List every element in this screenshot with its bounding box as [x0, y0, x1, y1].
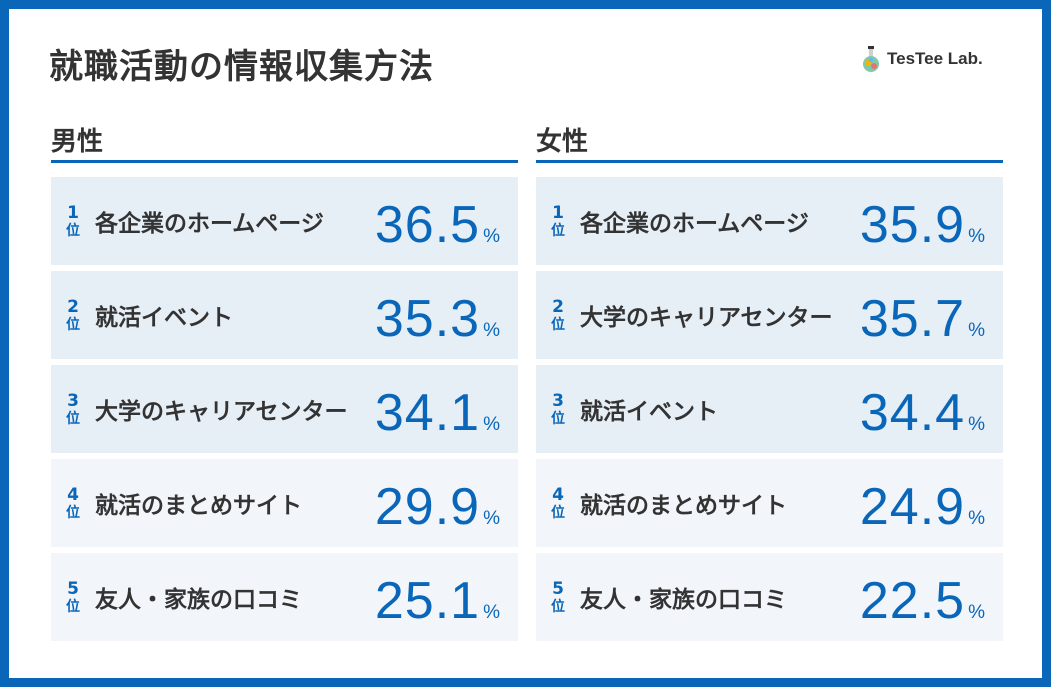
rank-badge: 3 位 [51, 390, 95, 427]
value-unit: % [968, 508, 985, 529]
value-unit: % [968, 320, 985, 341]
rank-badge: 5 位 [536, 578, 580, 615]
item-value: 25.1 % [375, 575, 500, 627]
rank-number: 3 [552, 390, 564, 411]
item-value: 36.5 % [375, 199, 500, 251]
value-number: 36.5 [374, 196, 481, 254]
rank-unit: 位 [66, 410, 80, 427]
item-label: 各企業のホームページ [95, 211, 324, 237]
value-number: 35.7 [859, 290, 966, 348]
value-number: 22.5 [859, 572, 966, 630]
ranking-row: 4 位 就活のまとめサイト 29.9 % [51, 459, 518, 547]
page-title: 就職活動の情報収集方法 [49, 47, 434, 87]
item-value: 34.4 % [860, 387, 985, 439]
column-female: 女性 1 位 各企業のホームページ 35.9 % 2 位 大学のキャリアセンター [536, 124, 1003, 647]
value-number: 35.9 [859, 196, 966, 254]
ranking-row: 1 位 各企業のホームページ 36.5 % [51, 177, 518, 265]
item-label: 大学のキャリアセンター [95, 399, 348, 425]
column-heading-female: 女性 [536, 124, 1003, 163]
ranking-row: 3 位 就活イベント 34.4 % [536, 365, 1003, 453]
column-male: 男性 1 位 各企業のホームページ 36.5 % 2 位 就活イベント [51, 124, 518, 647]
ranking-list-female: 1 位 各企業のホームページ 35.9 % 2 位 大学のキャリアセンター 35… [536, 177, 1003, 641]
rank-number: 5 [552, 578, 564, 599]
rank-unit: 位 [551, 504, 565, 521]
value-unit: % [483, 508, 500, 529]
rank-unit: 位 [66, 222, 80, 239]
rank-number: 1 [552, 202, 564, 223]
rank-number: 5 [67, 578, 79, 599]
logo: TesTee Lab. [861, 45, 983, 73]
rank-badge: 5 位 [51, 578, 95, 615]
item-value: 35.7 % [860, 293, 985, 345]
ranking-row: 2 位 大学のキャリアセンター 35.7 % [536, 271, 1003, 359]
rank-unit: 位 [551, 316, 565, 333]
ranking-list-male: 1 位 各企業のホームページ 36.5 % 2 位 就活イベント 35.3 % [51, 177, 518, 641]
rank-badge: 4 位 [51, 484, 95, 521]
rank-unit: 位 [66, 598, 80, 615]
card-frame: 就職活動の情報収集方法 TesTee Lab. 男性 1 位 各企業のホームペー… [9, 9, 1042, 678]
value-unit: % [968, 414, 985, 435]
rank-unit: 位 [551, 598, 565, 615]
value-number: 29.9 [374, 478, 481, 536]
item-label: 各企業のホームページ [580, 211, 809, 237]
item-label: 就活のまとめサイト [95, 493, 302, 519]
value-unit: % [483, 414, 500, 435]
flask-icon [863, 46, 879, 72]
value-unit: % [968, 602, 985, 623]
value-number: 24.9 [859, 478, 966, 536]
ranking-row: 4 位 就活のまとめサイト 24.9 % [536, 459, 1003, 547]
rank-number: 4 [67, 484, 79, 505]
rank-badge: 2 位 [536, 296, 580, 333]
item-value: 22.5 % [860, 575, 985, 627]
item-value: 35.3 % [375, 293, 500, 345]
item-label: 友人・家族の口コミ [580, 587, 787, 613]
item-label: 就活のまとめサイト [580, 493, 787, 519]
rank-badge: 3 位 [536, 390, 580, 427]
logo-text: TesTee Lab. [887, 49, 983, 68]
item-value: 35.9 % [860, 199, 985, 251]
rank-number: 2 [552, 296, 564, 317]
ranking-row: 3 位 大学のキャリアセンター 34.1 % [51, 365, 518, 453]
rank-unit: 位 [551, 222, 565, 239]
value-unit: % [483, 320, 500, 341]
rank-number: 1 [67, 202, 79, 223]
rank-badge: 1 位 [51, 202, 95, 239]
item-label: 就活イベント [580, 399, 718, 425]
item-value: 34.1 % [375, 387, 500, 439]
rank-badge: 4 位 [536, 484, 580, 521]
item-label: 大学のキャリアセンター [580, 305, 833, 331]
ranking-row: 5 位 友人・家族の口コミ 25.1 % [51, 553, 518, 641]
ranking-row: 5 位 友人・家族の口コミ 22.5 % [536, 553, 1003, 641]
rank-number: 4 [552, 484, 564, 505]
rank-unit: 位 [66, 504, 80, 521]
value-unit: % [968, 226, 985, 247]
value-unit: % [483, 602, 500, 623]
ranking-row: 1 位 各企業のホームページ 35.9 % [536, 177, 1003, 265]
column-heading-male: 男性 [51, 124, 518, 163]
value-unit: % [483, 226, 500, 247]
rank-unit: 位 [66, 316, 80, 333]
rank-number: 3 [67, 390, 79, 411]
rank-badge: 2 位 [51, 296, 95, 333]
value-number: 25.1 [374, 572, 481, 630]
value-number: 34.4 [859, 384, 966, 442]
item-value: 24.9 % [860, 481, 985, 533]
item-label: 友人・家族の口コミ [95, 587, 302, 613]
rank-unit: 位 [551, 410, 565, 427]
rank-badge: 1 位 [536, 202, 580, 239]
value-number: 34.1 [374, 384, 481, 442]
item-label: 就活イベント [95, 305, 233, 331]
ranking-row: 2 位 就活イベント 35.3 % [51, 271, 518, 359]
item-value: 29.9 % [375, 481, 500, 533]
rank-number: 2 [67, 296, 79, 317]
value-number: 35.3 [374, 290, 481, 348]
